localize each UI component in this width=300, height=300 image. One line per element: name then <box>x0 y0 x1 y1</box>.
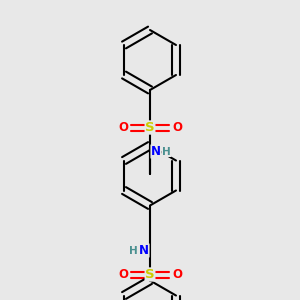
Text: S: S <box>145 121 155 134</box>
Text: N: N <box>151 145 161 158</box>
Text: O: O <box>172 121 182 134</box>
Text: H: H <box>162 146 171 157</box>
Text: O: O <box>172 268 182 281</box>
Text: S: S <box>145 268 155 281</box>
Text: O: O <box>118 121 128 134</box>
Text: O: O <box>118 268 128 281</box>
Text: H: H <box>129 245 138 256</box>
Text: N: N <box>139 244 149 257</box>
